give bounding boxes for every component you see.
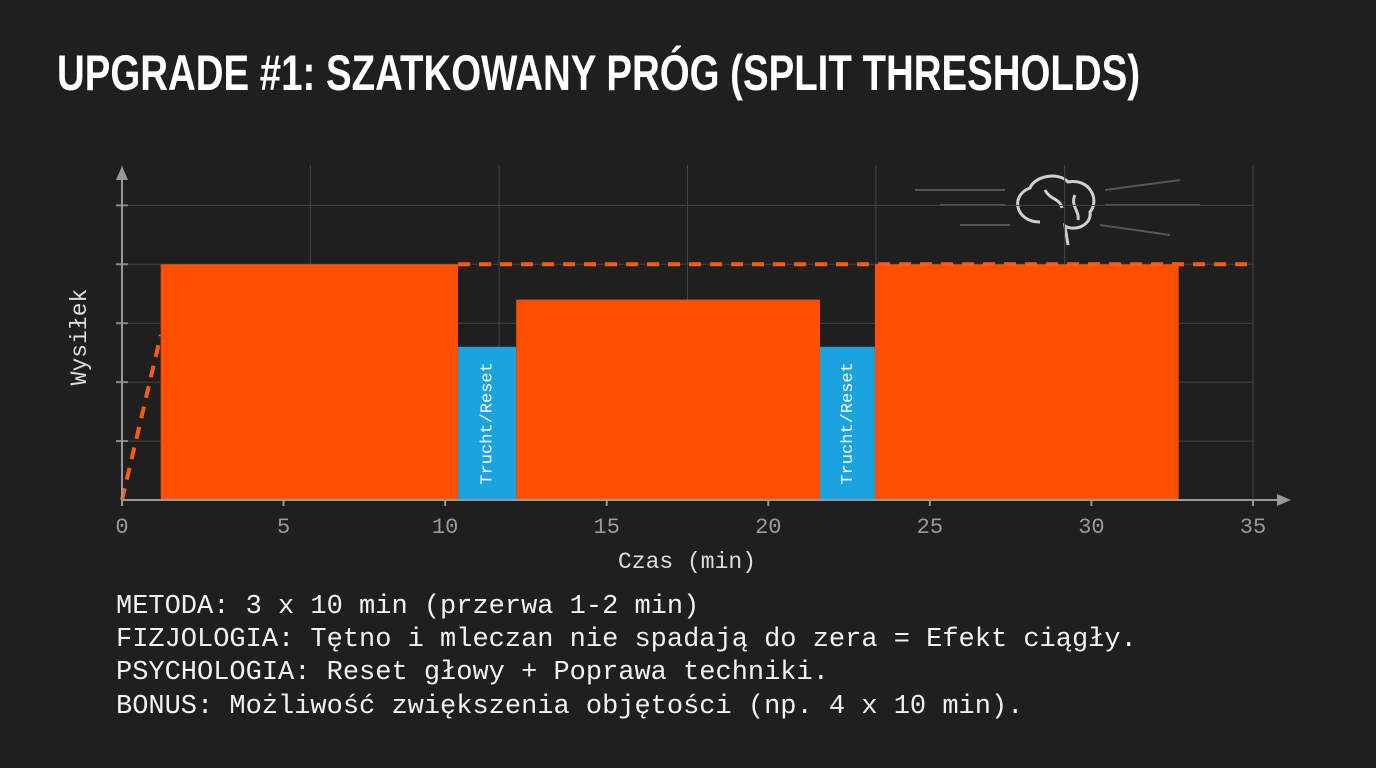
note: PSYCHOLOGIA: Reset głowy + Poprawa techn… [116, 658, 829, 688]
note: BONUS: Możliwość zwiększenia objętości (… [116, 692, 1023, 722]
x-tick-label: 25 [917, 515, 943, 540]
y-axis-label: Wysiłek [67, 289, 93, 386]
effort-block [819, 346, 875, 500]
x-tick-label: 0 [115, 515, 128, 540]
x-tick-label: 30 [1078, 515, 1104, 540]
x-axis-label: Czas (min) [618, 549, 756, 575]
x-tick-label: 35 [1240, 515, 1266, 540]
y-axis-arrow [116, 166, 128, 180]
plot: Trucht/Reset Trucht/Reset 0 5 10 15 20 25 30 35 Cz… [67, 165, 1291, 575]
dashed-line [120, 334, 163, 501]
effort-block [160, 264, 459, 500]
x-tick-label: 10 [432, 515, 458, 540]
effort-block [458, 346, 517, 500]
x-tick-label: 15 [594, 515, 620, 540]
x-tick-label: 20 [755, 515, 781, 540]
block-label: Trucht/Reset [479, 362, 498, 484]
effort-block [516, 299, 820, 500]
x-axis-arrow [1277, 494, 1291, 506]
block-label: Trucht/Reset [839, 362, 858, 484]
note: FIZJOLOGIA: Tętno i mleczan nie spadają … [116, 625, 1137, 655]
x-tick-label: 5 [277, 515, 290, 540]
slide-title: UPGRADE #1: SZATKOWANY PRÓG (SPLIT THRES… [57, 45, 1140, 101]
note: METODA: 3 x 10 min (przerwa 1-2 min) [116, 592, 699, 622]
effort-block [874, 264, 1179, 500]
